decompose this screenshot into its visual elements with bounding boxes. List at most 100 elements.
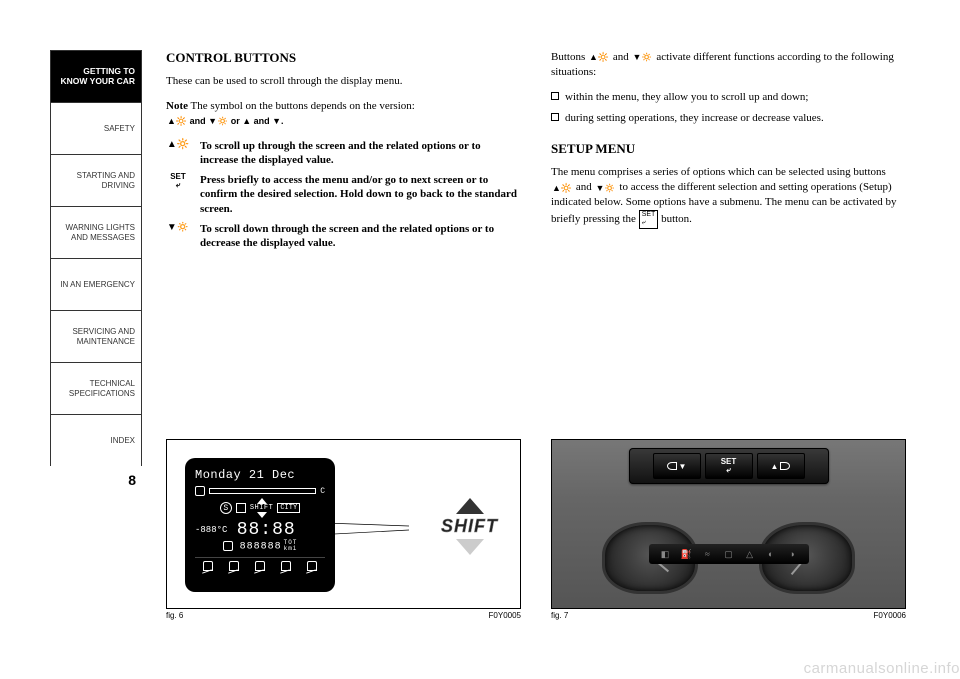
lcd-odometer-row: 888888TOTkmi <box>195 540 325 553</box>
seatbelt-icon <box>307 561 317 571</box>
seatbelt-icon <box>255 561 265 571</box>
page-number: 8 <box>50 472 142 488</box>
figure-6-wrap: Monday 21 Dec C S SHIFT <box>166 439 521 620</box>
text: button. <box>658 213 692 225</box>
lcd-temp: -888°C <box>195 525 227 535</box>
indicator-icon: ◐ <box>765 548 777 560</box>
bullet-text: within the menu, they allow you to scrol… <box>565 90 906 105</box>
sidebar-item-servicing[interactable]: SERVICING AND MAINTENANCE <box>50 310 142 362</box>
seatbelt-icon <box>229 561 239 571</box>
chevron-down-icon <box>456 539 484 555</box>
text: and <box>610 51 631 63</box>
up-brightness-icon: ▲🔆 <box>588 51 610 63</box>
indicator-icon: △ <box>744 548 756 560</box>
sidebar-item-technical-specs[interactable]: TECHNICAL SPECIFICATIONS <box>50 362 142 414</box>
watermark: carmanualsonline.info <box>804 660 960 677</box>
text: The menu comprises a series of options w… <box>551 166 886 178</box>
lcd-tot-bottom: kmi <box>284 545 298 552</box>
square-bullet-icon <box>551 92 559 100</box>
definition-text: Press briefly to access the menu and/or … <box>200 173 521 216</box>
dashboard-indicator-strip: ◧ ⛽ ≈ ▢ △ ◐ ◑ <box>649 544 809 564</box>
note-paragraph: Note The symbol on the buttons depends o… <box>166 99 521 129</box>
sidebar-item-getting-to-know[interactable]: GETTING TO KNOW YOUR CAR <box>50 50 142 102</box>
note-label: Note <box>166 100 188 112</box>
lcd-seatbelt-row <box>195 557 325 571</box>
note-icons: ▲🔆 and ▼🔅 or ▲ and ▼. <box>166 115 285 127</box>
chevron-down-icon: ▼ <box>679 462 687 471</box>
sidebar-nav: GETTING TO KNOW YOUR CAR SAFETY STARTING… <box>50 50 142 620</box>
setup-menu-paragraph: The menu comprises a series of options w… <box>551 165 906 228</box>
text: and <box>573 181 594 193</box>
lcd-time: 88:88 <box>237 520 296 540</box>
sidebar-item-label: STARTING AND DRIVING <box>77 171 135 189</box>
sidebar-item-label: WARNING LIGHTS AND MESSAGES <box>66 223 135 241</box>
indicator-icon: ◑ <box>786 548 798 560</box>
sidebar-item-label: INDEX <box>111 436 135 445</box>
lcd-city-label: CITY <box>277 503 300 513</box>
figure-7: ▼ SET ⤶ ▲ <box>551 439 906 609</box>
chevron-up-icon <box>456 498 484 514</box>
headlamp-icon <box>780 462 790 470</box>
set-button[interactable]: SET ⤶ <box>705 453 753 479</box>
headlamp-up-button[interactable]: ▲ <box>757 453 805 479</box>
sidebar-item-label: SERVICING AND MAINTENANCE <box>72 327 135 345</box>
fuel-gauge-bar <box>209 488 316 494</box>
down-brightness-icon: ▼🔅 <box>632 51 654 63</box>
lcd-tot-unit: TOTkmi <box>284 540 298 552</box>
down-brightness-icon: ▼🔅 <box>166 222 190 251</box>
content-area: CONTROL BUTTONS These can be used to scr… <box>142 50 910 620</box>
manual-page: GETTING TO KNOW YOUR CAR SAFETY STARTING… <box>50 50 910 620</box>
figure-label: fig. 6 <box>166 611 183 620</box>
bullet-text: during setting operations, they increase… <box>565 111 906 126</box>
bullet-item: within the menu, they allow you to scrol… <box>551 90 906 105</box>
buttons-intro: Buttons ▲🔆 and ▼🔅 activate different fun… <box>551 50 906 80</box>
sidebar-item-label: TECHNICAL SPECIFICATIONS <box>69 379 135 397</box>
headlamp-icon <box>667 462 677 470</box>
indicator-icon: ≈ <box>701 548 713 560</box>
sidebar-item-emergency[interactable]: IN AN EMERGENCY <box>50 258 142 310</box>
up-brightness-icon: ▲🔆 <box>551 182 573 194</box>
set-icon-text: SET ⤶ <box>170 172 186 189</box>
sidebar-item-warning-lights[interactable]: WARNING LIGHTS AND MESSAGES <box>50 206 142 258</box>
lcd-s-icon: S <box>220 502 232 514</box>
sidebar-item-starting-driving[interactable]: STARTING AND DRIVING <box>50 154 142 206</box>
dashboard-button-strip: ▼ SET ⤶ ▲ <box>629 448 829 484</box>
lcd-shift-indicator: SHIFT <box>250 498 274 518</box>
sidebar-item-index[interactable]: INDEX <box>50 414 142 466</box>
indicator-icon: ⛽ <box>680 548 692 560</box>
sidebar-item-label: SAFETY <box>104 124 135 133</box>
definition-scroll-up: ▲🔆 To scroll up through the screen and t… <box>166 139 521 168</box>
definition-text: To scroll up through the screen and the … <box>200 139 521 168</box>
sidebar-item-safety[interactable]: SAFETY <box>50 102 142 154</box>
section-title-control-buttons: CONTROL BUTTONS <box>166 50 521 66</box>
left-column: CONTROL BUTTONS These can be used to scr… <box>166 50 521 620</box>
figure-6: Monday 21 Dec C S SHIFT <box>166 439 521 609</box>
down-brightness-icon: ▼🔅 <box>595 182 617 194</box>
lcd-c-label: C <box>320 487 325 496</box>
shift-indicator-callout: SHIFT <box>441 498 498 555</box>
figure-6-caption: fig. 6 F0Y0005 <box>166 611 521 620</box>
figure-code: F0Y0006 <box>874 611 906 620</box>
lcd-door-icon <box>236 503 246 513</box>
right-column: Buttons ▲🔆 and ▼🔅 activate different fun… <box>551 50 906 620</box>
square-bullet-icon <box>551 113 559 121</box>
fuel-pump-icon <box>223 541 233 551</box>
sidebar-item-label: GETTING TO KNOW YOUR CAR <box>61 67 135 87</box>
definition-text: To scroll down through the screen and th… <box>200 222 521 251</box>
shift-text: SHIFT <box>441 516 498 537</box>
section-title-setup-menu: SETUP MENU <box>551 141 906 157</box>
seatbelt-icon <box>281 561 291 571</box>
lcd-odo: 888888 <box>240 542 282 553</box>
lcd-shift-label: SHIFT <box>250 504 274 512</box>
lcd-mid-row: S SHIFT CITY <box>195 498 325 518</box>
indicator-icon: ▢ <box>722 548 734 560</box>
definition-scroll-down: ▼🔅 To scroll down through the screen and… <box>166 222 521 251</box>
intro-paragraph: These can be used to scroll through the … <box>166 74 521 89</box>
figure-label: fig. 7 <box>551 611 568 620</box>
up-brightness-icon: ▲🔆 <box>166 139 190 168</box>
definition-set: SET ⤶ Press briefly to access the menu a… <box>166 173 521 216</box>
sidebar-item-label: IN AN EMERGENCY <box>60 280 135 289</box>
fuel-pump-icon <box>195 486 205 496</box>
chevron-down-icon <box>257 512 267 518</box>
headlamp-down-button[interactable]: ▼ <box>653 453 701 479</box>
